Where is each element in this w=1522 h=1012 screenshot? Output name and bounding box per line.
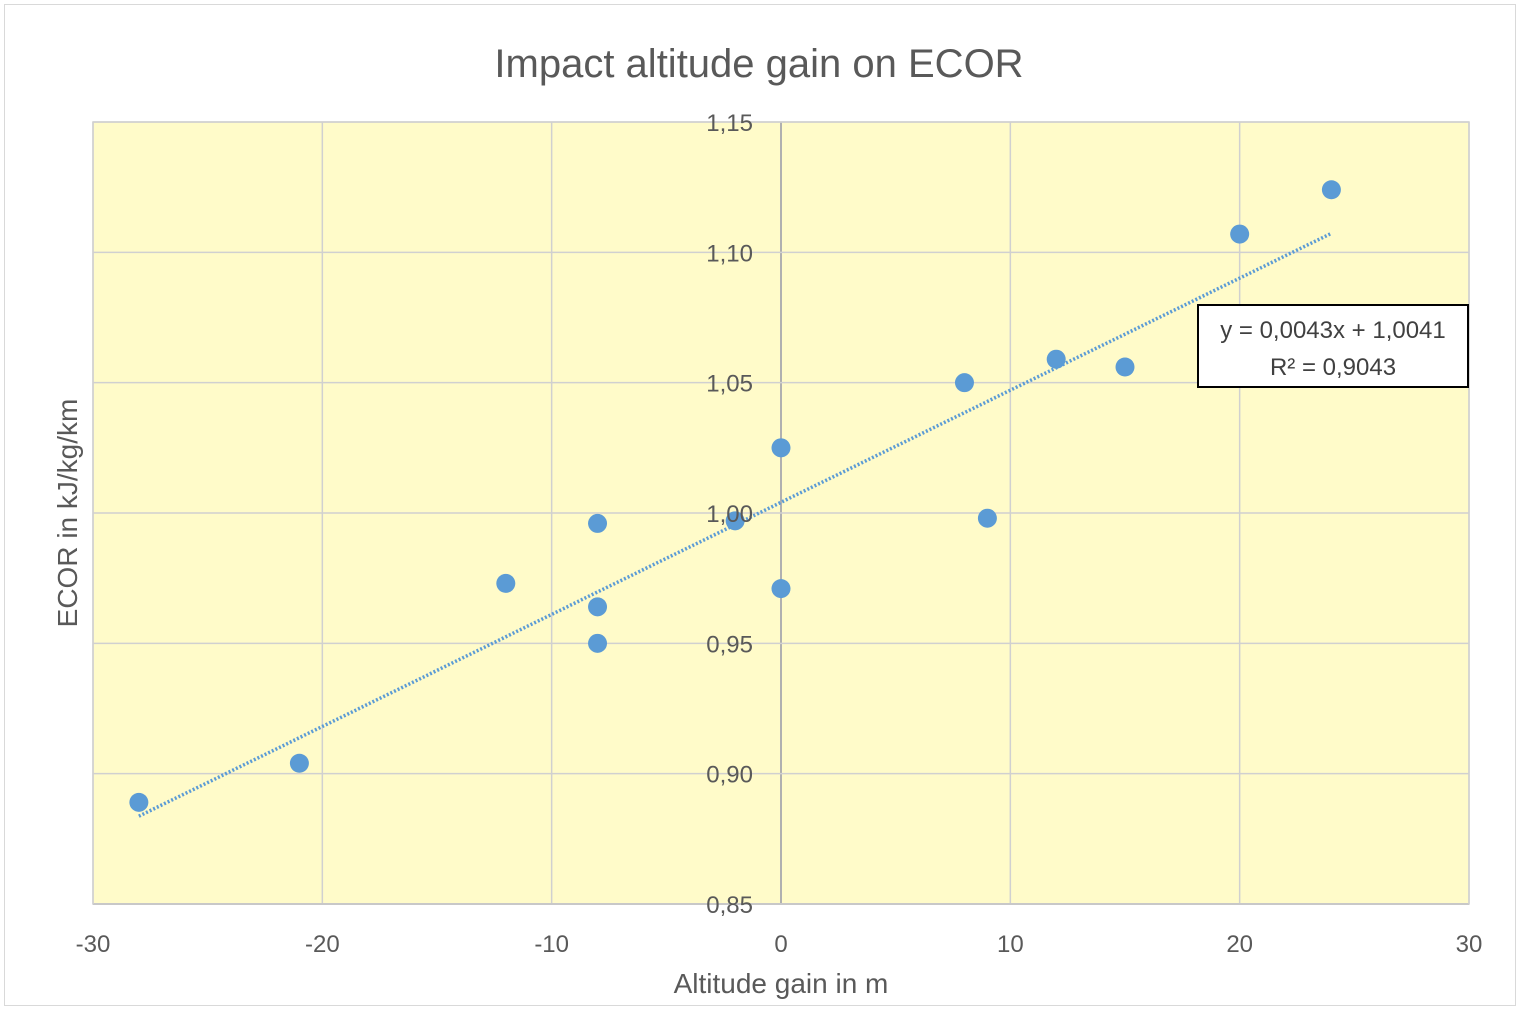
data-point [771,579,791,599]
y-axis-label: ECOR in kJ/kg/km [52,399,83,628]
scatter-chart: Impact altitude gain on ECOR -30 -20 -10 0 1… [52,42,1483,999]
tick-labels: -30 -20 -10 0 10 20 30 0,85 0,90 0,95 1,00 1,05 1,10… [76,110,1483,958]
x-tick-label: 20 [1226,931,1253,958]
x-tick-label: 10 [997,931,1024,958]
trendline-equation-box: y = 0,0043x + 1,0041 R² = 0,9043 [1197,304,1469,388]
chart-frame: Impact altitude gain on ECOR -30 -20 -10 0 1… [4,4,1516,1006]
y-tick-label: 0,95 [706,631,753,658]
plot-border [92,121,1470,905]
x-tick-label: -10 [534,931,569,958]
y-tick-label: 0,85 [706,892,753,919]
x-axis-label: Altitude gain in m [674,968,889,999]
chart-title: Impact altitude gain on ECOR [494,42,1023,86]
x-tick-label: 0 [774,931,787,958]
data-point [129,792,149,812]
trendline-layer [138,231,1333,818]
y-tick-label: 1,00 [706,501,753,528]
y-tick-label: 0,90 [706,762,753,789]
x-tick-label: -20 [305,931,340,958]
y-tick-label: 1,15 [706,110,753,137]
data-point [771,438,791,458]
data-point [496,573,516,593]
data-point [289,753,309,773]
data-point [588,597,608,617]
data-points [129,180,1341,812]
data-point [1230,224,1250,244]
data-point [1321,180,1341,200]
trendline [138,231,1333,818]
data-point [588,633,608,653]
data-point [725,511,745,531]
trendline-equation: y = 0,0043x + 1,0041 [1220,317,1446,344]
y-tick-label: 1,10 [706,240,753,267]
data-point [954,373,974,393]
x-tick-label: -30 [76,931,111,958]
data-point [1046,349,1066,369]
data-point [977,508,997,528]
y-tick-label: 1,05 [706,371,753,398]
trendline-r-squared: R² = 0,9043 [1270,354,1396,381]
x-tick-label: 30 [1456,931,1483,958]
data-point [588,513,608,533]
gridlines [92,121,1470,905]
data-point [1115,357,1135,377]
